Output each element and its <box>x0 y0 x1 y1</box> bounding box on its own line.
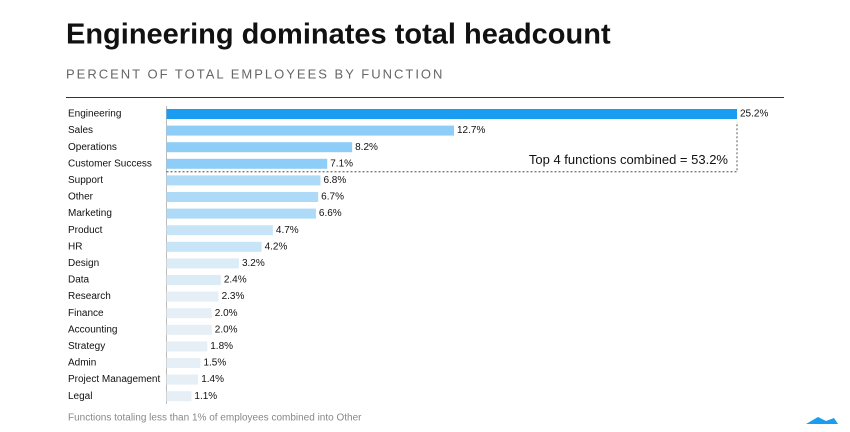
bar <box>166 241 262 252</box>
y-tick-label: Project Management <box>68 374 160 385</box>
y-tick-label: Research <box>68 291 111 302</box>
bar <box>166 225 273 236</box>
bar <box>166 374 199 385</box>
value-label: 2.3% <box>222 291 245 302</box>
y-tick-label: Support <box>68 175 103 186</box>
y-tick-label: Marketing <box>68 208 112 219</box>
y-tick-label: Accounting <box>68 324 117 335</box>
y-tick-label: HR <box>68 241 82 252</box>
value-label: 8.2% <box>355 142 378 153</box>
bar <box>166 291 219 302</box>
y-tick-label: Design <box>68 258 99 269</box>
value-label: 12.7% <box>457 125 485 136</box>
value-label: 25.2% <box>740 109 768 120</box>
value-label: 1.5% <box>203 358 226 369</box>
y-tick-label: Other <box>68 192 94 203</box>
y-tick-label: Customer Success <box>68 158 152 169</box>
y-tick-label: Admin <box>68 358 96 369</box>
bar <box>166 275 221 285</box>
bar <box>166 341 208 352</box>
value-label: 3.2% <box>242 258 265 269</box>
bar <box>166 258 239 269</box>
bar <box>166 192 319 202</box>
value-label: 1.1% <box>194 391 217 402</box>
bar <box>166 391 192 402</box>
bar <box>166 158 328 169</box>
y-tick-label: Operations <box>68 142 117 153</box>
bar <box>166 175 321 186</box>
logo <box>806 417 838 424</box>
value-label: 6.7% <box>321 192 344 203</box>
y-tick-label: Engineering <box>68 109 121 120</box>
bar <box>166 125 455 136</box>
y-tick-label: Data <box>68 275 90 286</box>
value-label: 2.0% <box>215 324 238 335</box>
bar <box>166 358 201 368</box>
value-label: 6.8% <box>323 175 346 186</box>
value-label: 7.1% <box>330 158 353 169</box>
annotation: Top 4 functions combined = 53.2% <box>529 152 729 167</box>
bar <box>166 109 737 119</box>
y-tick-label: Strategy <box>68 341 105 352</box>
chart-subtitle: PERCENT OF TOTAL EMPLOYEES BY FUNCTION <box>66 66 444 81</box>
value-label: 2.4% <box>224 275 247 286</box>
value-label: 4.7% <box>276 225 299 236</box>
y-tick-label: Legal <box>68 391 92 402</box>
value-label: 1.8% <box>210 341 233 352</box>
bar <box>166 208 316 219</box>
y-tick-label: Product <box>68 225 103 236</box>
y-tick-label: Finance <box>68 308 104 319</box>
value-label: 2.0% <box>215 308 238 319</box>
value-label: 1.4% <box>201 374 224 385</box>
bar <box>166 308 212 319</box>
footnote: Functions totaling less than 1% of emplo… <box>68 413 362 424</box>
chart-title: Engineering dominates total headcount <box>66 19 611 51</box>
value-label: 6.6% <box>319 208 342 219</box>
y-tick-label: Sales <box>68 125 93 136</box>
bar <box>166 142 353 153</box>
value-label: 4.2% <box>265 241 288 252</box>
bar <box>166 324 212 335</box>
